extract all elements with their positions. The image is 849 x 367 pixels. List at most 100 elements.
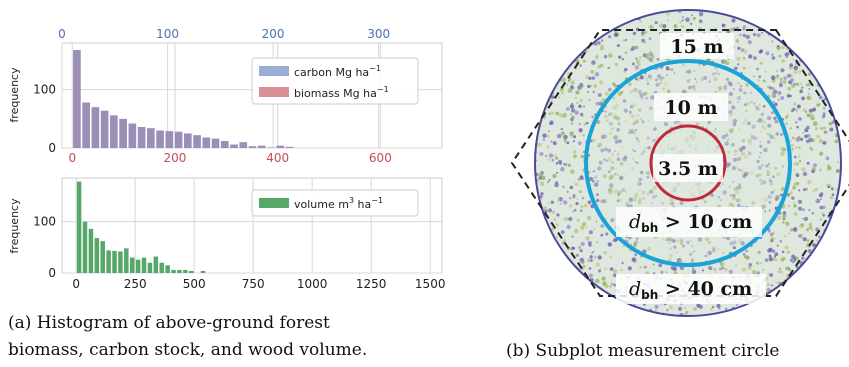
texture-point [577,178,581,181]
texture-point [821,115,825,119]
texture-point [599,199,604,204]
texture-point [733,157,738,162]
texture-point [774,252,779,256]
texture-point [796,125,799,129]
texture-point [600,148,605,153]
texture-point [800,137,804,141]
texture-point [603,158,607,162]
texture-point [640,97,643,100]
texture-point [611,152,614,155]
texture-point [766,140,771,144]
texture-point [769,134,774,140]
texture-point [747,40,752,45]
texture-point [607,157,612,162]
texture-point [548,202,550,205]
texture-point [654,194,658,198]
texture-point [734,149,738,153]
texture-point [595,55,599,60]
texture-point [791,149,793,152]
texture-point [602,199,607,204]
texture-point [692,16,696,21]
texture-point [693,250,696,253]
texture-point [690,192,695,196]
texture-point [743,103,747,107]
texture-point [612,273,617,278]
texture-point [608,53,613,58]
texture-point [639,75,644,80]
texture-point [713,149,717,152]
texture-point [728,91,734,97]
texture-point [570,90,573,93]
texture-point [616,127,620,132]
texture-point [636,137,639,140]
texture-point [718,307,721,310]
texture-point [645,96,648,100]
texture-point [551,111,555,115]
texture-point [781,250,785,254]
texture-point [665,11,670,16]
texture-point [619,177,623,181]
texture-point [793,69,798,74]
texture-point [742,145,746,149]
texture-point [808,108,813,113]
texture-point [755,105,757,108]
texture-point [768,177,772,180]
bottom-bar [88,228,94,273]
texture-point [725,164,730,168]
texture-point [732,122,737,127]
texture-point [569,134,573,137]
texture-point [636,162,639,165]
texture-point [639,117,642,121]
texture-point [669,10,672,11]
texture-point [552,173,557,179]
texture-point [585,75,590,79]
texture-point [634,192,639,197]
texture-point [561,114,564,118]
bottom-bar [129,257,135,273]
texture-point [563,112,567,116]
texture-point [789,94,792,98]
texture-point [776,172,781,177]
texture-point [796,182,800,185]
texture-point [799,89,803,94]
texture-point [597,65,602,69]
texture-point [798,189,801,192]
texture-point [759,130,762,133]
top-bar [248,146,257,148]
texture-point [776,69,779,72]
texture-point [621,145,624,149]
texture-point [610,282,613,285]
top-bar [100,110,109,148]
texture-point [637,181,642,187]
texture-point [737,46,741,50]
texture-point [617,198,622,203]
texture-point [619,161,624,166]
texture-point [728,269,733,274]
bottom-bar [112,250,117,273]
texture-point [648,37,652,41]
texture-point [674,146,677,150]
texture-point [677,183,680,186]
texture-point [814,187,819,192]
texture-point [784,115,789,120]
texture-point [765,51,770,56]
texture-point [574,182,579,187]
outer-circle-boundary [534,9,842,317]
texture-point [652,263,655,266]
texture-point [578,190,582,194]
texture-point [639,20,642,23]
texture-point [594,42,598,46]
texture-point [580,225,585,230]
caption-a-line2: biomass, carbon stock, and wood volume. [8,340,368,360]
texture-point [629,129,635,134]
texture-point [628,129,632,132]
texture-point [792,58,795,61]
texture-point [583,123,587,126]
texture-point [666,147,670,151]
texture-point [693,70,696,73]
top-ylabel: frequency [8,67,21,123]
texture-point [820,127,824,130]
texture-point [580,205,584,209]
texture-point [559,203,562,205]
texture-point [768,254,772,258]
